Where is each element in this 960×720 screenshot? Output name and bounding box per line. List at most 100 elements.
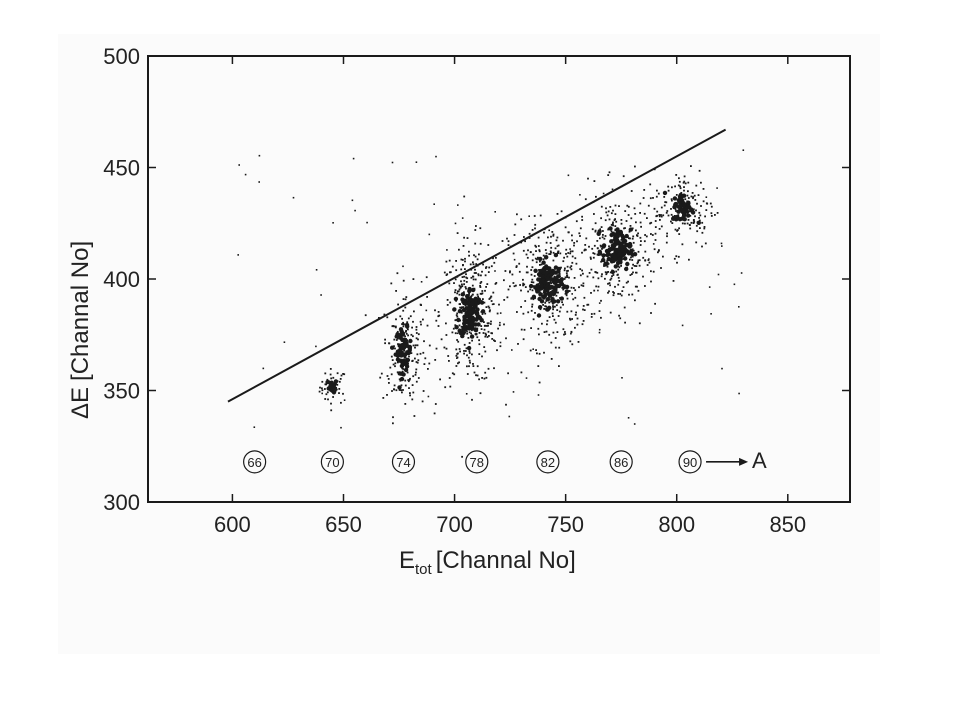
scatter-point-noise bbox=[569, 248, 571, 250]
scatter-point bbox=[460, 311, 463, 314]
scatter-point bbox=[693, 194, 696, 197]
mass-label: 70 bbox=[320, 450, 344, 474]
scatter-point-dense bbox=[627, 241, 633, 247]
x-axis-title-rest: [Channal No] bbox=[436, 547, 576, 574]
scatter-point-dense bbox=[678, 196, 683, 202]
scatter-point bbox=[570, 268, 573, 271]
scatter-point bbox=[614, 225, 617, 227]
scatter-point bbox=[335, 389, 337, 392]
scatter-point bbox=[700, 181, 702, 184]
scatter-point bbox=[564, 267, 566, 270]
scatter-point bbox=[593, 180, 596, 182]
scatter-point bbox=[581, 251, 583, 254]
scatter-point bbox=[528, 232, 531, 235]
scatter-point bbox=[701, 245, 703, 248]
scatter-point bbox=[470, 295, 473, 297]
scatter-point bbox=[606, 214, 609, 217]
scatter-point bbox=[688, 258, 690, 261]
scatter-point-noise bbox=[456, 332, 459, 335]
scatter-point bbox=[576, 323, 579, 326]
scatter-point bbox=[474, 229, 477, 231]
scatter-point bbox=[485, 267, 487, 269]
scatter-point-dense bbox=[696, 220, 701, 225]
scatter-point-noise bbox=[457, 204, 459, 206]
scatter-point bbox=[449, 301, 452, 304]
scatter-point bbox=[682, 181, 685, 184]
scatter-point bbox=[489, 309, 491, 312]
scatter-point bbox=[554, 305, 556, 308]
scatter-point-noise bbox=[598, 331, 601, 334]
scatter-point bbox=[537, 245, 540, 247]
scatter-point bbox=[498, 324, 501, 327]
scatter-point bbox=[491, 332, 493, 335]
scatter-point bbox=[626, 204, 629, 207]
scatter-point-dense bbox=[467, 297, 472, 303]
scatter-point-dense bbox=[556, 274, 561, 279]
scatter-point bbox=[586, 275, 589, 278]
scatter-point bbox=[412, 278, 415, 280]
scatter-point bbox=[660, 206, 663, 209]
scatter-point bbox=[695, 209, 697, 212]
scatter-point bbox=[527, 249, 529, 252]
scatter-point bbox=[670, 213, 673, 216]
scatter-point-noise bbox=[525, 377, 528, 379]
scatter-point-noise bbox=[465, 393, 468, 395]
scatter-point bbox=[478, 332, 481, 334]
scatter-point bbox=[477, 274, 480, 277]
scatter-point bbox=[674, 215, 676, 217]
scatter-point bbox=[550, 341, 553, 344]
scatter-point bbox=[574, 314, 577, 316]
scatter-point bbox=[665, 241, 668, 244]
scatter-point bbox=[601, 236, 604, 239]
scatter-point bbox=[543, 308, 546, 310]
scatter-point-dense bbox=[537, 305, 543, 310]
scatter-point bbox=[407, 380, 410, 383]
scatter-point-noise bbox=[716, 187, 718, 189]
scatter-point bbox=[591, 228, 594, 231]
scatter-point bbox=[448, 360, 450, 362]
scatter-point bbox=[409, 394, 411, 397]
scatter-point-noise bbox=[499, 321, 501, 324]
scatter-points bbox=[237, 149, 745, 458]
scatter-point-dense bbox=[604, 248, 610, 254]
scatter-point bbox=[688, 210, 691, 213]
scatter-point bbox=[415, 361, 418, 363]
scatter-point bbox=[404, 403, 407, 405]
scatter-point bbox=[594, 222, 597, 225]
scatter-point bbox=[536, 258, 538, 261]
scatter-point bbox=[602, 230, 604, 232]
scatter-point bbox=[671, 222, 674, 224]
scatter-point bbox=[575, 262, 578, 265]
scatter-point bbox=[629, 225, 632, 227]
scatter-point bbox=[496, 312, 499, 315]
scatter-point-noise bbox=[708, 286, 711, 288]
scatter-point bbox=[484, 289, 486, 292]
y-axis: 300 350 400 450 500 bbox=[103, 44, 850, 515]
scatter-point bbox=[545, 252, 548, 255]
mass-label-circle bbox=[536, 450, 560, 474]
scatter-point bbox=[485, 306, 488, 308]
scatter-point bbox=[494, 340, 496, 342]
scatter-point bbox=[609, 284, 611, 287]
scatter-point-dense bbox=[623, 256, 628, 261]
scatter-point bbox=[674, 228, 677, 231]
mass-label: 74 bbox=[391, 450, 416, 474]
scatter-point bbox=[410, 333, 413, 336]
scatter-point-dense bbox=[479, 300, 485, 305]
scatter-point bbox=[689, 224, 691, 226]
scatter-point bbox=[562, 288, 565, 291]
scatter-point bbox=[653, 248, 656, 251]
mass-label-circle bbox=[678, 450, 702, 474]
scatter-point bbox=[458, 248, 460, 251]
scatter-point bbox=[503, 323, 505, 326]
scatter-point bbox=[672, 280, 675, 282]
scatter-point bbox=[416, 353, 419, 356]
scatter-point bbox=[645, 235, 648, 238]
mass-axis-arrowhead bbox=[739, 457, 749, 466]
scatter-point bbox=[670, 208, 672, 210]
scatter-point-noise bbox=[499, 312, 502, 314]
scatter-point bbox=[666, 232, 668, 235]
scatter-point bbox=[552, 305, 554, 307]
scatter-point bbox=[670, 220, 672, 223]
scatter-point bbox=[577, 341, 580, 343]
